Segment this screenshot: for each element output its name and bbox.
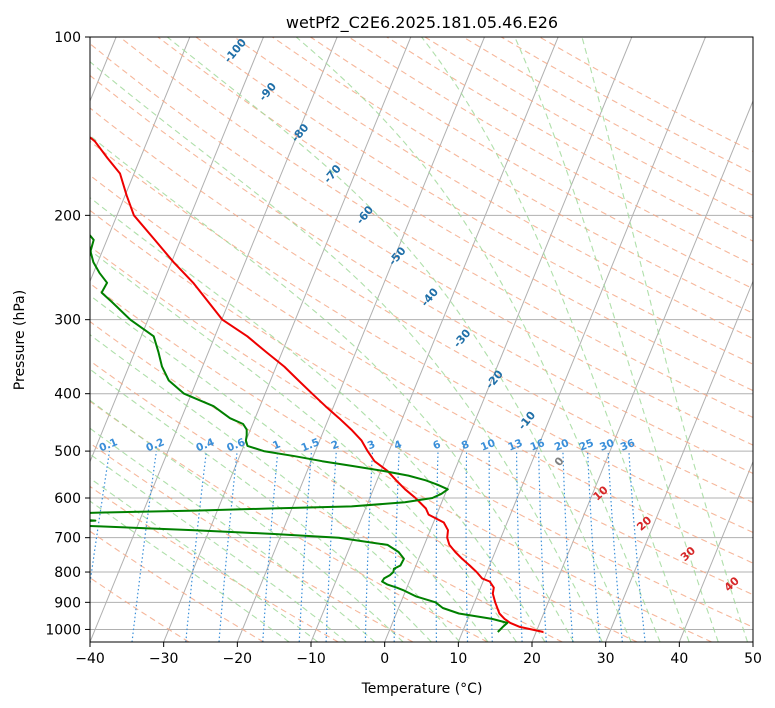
x-tick-label: 20: [523, 651, 541, 667]
dry-adiabat-line: [90, 209, 753, 596]
moist-adiabat-line: [295, 37, 661, 642]
isotherm-line: [678, 460, 753, 642]
mixing-ratio-label: 8: [460, 438, 471, 452]
isotherm-line: [163, 37, 412, 642]
dry-adiabat-line: [90, 360, 563, 642]
moist-adiabat-line: [581, 37, 749, 642]
dry-adiabat-line: [195, 37, 753, 365]
temperature-profile-line: [90, 136, 544, 633]
x-tick-label: −30: [149, 651, 179, 667]
dry-adiabat-line: [90, 74, 753, 475]
y-tick-label: 1000: [45, 622, 81, 638]
y-tick-label: 100: [54, 30, 81, 46]
x-axis-label: Temperature (°C): [361, 681, 483, 697]
y-tick-label: 700: [54, 531, 81, 547]
mixing-ratio-line: [262, 451, 279, 642]
dry-adiabat-line: [90, 442, 414, 642]
isotherm-line: [90, 37, 191, 283]
moist-adiabat-line: [90, 399, 404, 642]
y-tick-label: 900: [54, 595, 81, 611]
moist-adiabat-line: [90, 334, 461, 642]
mixing-ratio-line: [185, 451, 207, 642]
moist-adiabat-line: [90, 427, 376, 642]
plot-frame: [89, 36, 754, 643]
mixing-ratio-label: 10: [479, 437, 497, 454]
moist-adiabat-line: [90, 500, 290, 642]
x-tick-label: 50: [744, 651, 762, 667]
y-tick-label: 300: [54, 313, 81, 329]
dry-adiabat-line: [157, 37, 753, 392]
isotherm-line: [457, 37, 706, 642]
moist-adiabat-line: [90, 453, 347, 642]
x-tick-label: 40: [670, 651, 688, 667]
mixing-ratio-line: [90, 451, 111, 588]
moist-adiabat-line: [90, 61, 603, 642]
dry-adiabat-line: [90, 245, 753, 628]
dry-adiabat-line: [310, 37, 753, 290]
x-tick-label: −10: [296, 651, 326, 667]
dry-adiabat-line: [90, 174, 753, 564]
isotherm-line: [605, 280, 753, 642]
mixing-ratio-label: 2: [330, 438, 341, 452]
mixing-ratio-line: [131, 451, 157, 642]
y-tick-label: 800: [54, 565, 81, 581]
isotherm-line: [310, 37, 559, 642]
dry-adiabat-line: [90, 107, 753, 504]
x-tick-label: 10: [449, 651, 467, 667]
profile-lines: [90, 136, 544, 633]
mixing-ratio-label: 4: [392, 438, 403, 452]
isotherm-line: [90, 37, 264, 463]
y-tick-label: 500: [54, 444, 81, 460]
y-axis-label: Pressure (hPa): [12, 290, 28, 390]
y-tick-label: 400: [54, 387, 81, 403]
mixing-ratio-line: [628, 451, 646, 642]
mixing-ratio-label: 16: [529, 437, 547, 454]
moist-adiabat-line: [90, 196, 546, 642]
x-tick-label: −20: [223, 651, 253, 667]
moist-adiabat-line: [421, 37, 690, 642]
dry-adiabat-line: [90, 485, 339, 642]
axes: −40 −30 −20 −10 0 10 20 30 40 50 100 200 300 400 500 60…: [45, 30, 762, 667]
mixing-ratio-label: 36: [619, 437, 637, 454]
isotherm-line: [90, 37, 338, 642]
dry-adiabat-line: [90, 282, 712, 642]
mixing-ratio-label: 30: [598, 437, 616, 454]
x-tick-label: 30: [597, 651, 615, 667]
moist-adiabat-line: [90, 134, 575, 642]
dewpoint-profile-line: [90, 233, 509, 633]
moist-adiabat-line: [90, 249, 517, 642]
mixing-ratio-line: [607, 451, 623, 642]
isotherm-line: [531, 99, 753, 642]
background-grid: [90, 37, 753, 642]
mixing-ratio-label: 3: [366, 438, 377, 452]
mixing-ratio-label: 13: [506, 437, 524, 454]
chart-title: wetPf2_C2E6.2025.181.05.46.E26: [286, 13, 558, 33]
moist-adiabat-line: [90, 294, 489, 642]
x-tick-label: 0: [380, 651, 389, 667]
dry-adiabat-line: [90, 530, 264, 642]
dry-adiabat-line: [90, 400, 488, 642]
y-tick-label: 200: [54, 208, 81, 224]
x-tick-label: −40: [75, 651, 105, 667]
mixing-ratio-label: 1: [271, 438, 282, 452]
moist-adiabat-line: [166, 37, 632, 642]
isotherm-line: [384, 37, 633, 642]
y-tick-label: 600: [54, 491, 81, 507]
mixing-ratio-line: [218, 451, 238, 642]
mixing-ratio-label: 20: [553, 437, 571, 454]
moist-adiabat-line: [90, 477, 319, 642]
moist-adiabat-line: [514, 37, 719, 642]
mixing-ratio-label: 6: [431, 438, 442, 452]
mixing-ratio-label: 25: [577, 437, 595, 454]
isotherm-line: [236, 37, 485, 642]
